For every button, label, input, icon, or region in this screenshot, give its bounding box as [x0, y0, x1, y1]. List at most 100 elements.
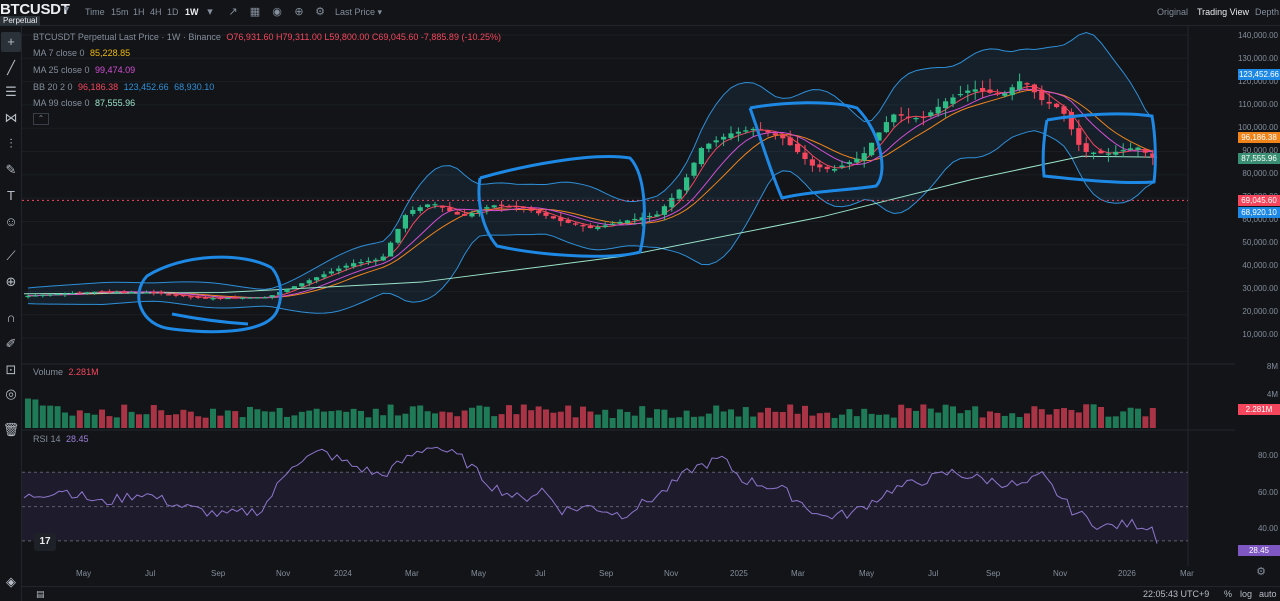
ma7-label: MA 7 close 0 [33, 48, 85, 58]
candle-body [180, 294, 186, 297]
volume-bar [1046, 414, 1053, 428]
collapse-legend-button[interactable]: ⌃ [33, 113, 49, 125]
lock-drawing-icon[interactable]: ✐ [5, 336, 17, 351]
last-price-tag: 69,045.60 [1238, 195, 1280, 206]
brush-icon[interactable]: ✎ [5, 162, 17, 177]
trash-icon[interactable]: 🗑 [2, 422, 20, 437]
candle-body [1135, 147, 1141, 150]
candle-body [1046, 101, 1052, 104]
legend-volume[interactable]: Volume 2.281M [33, 367, 102, 377]
timeframe-1h[interactable]: 1H [133, 7, 145, 17]
volume-bar [239, 417, 246, 428]
view-depth[interactable]: Depth [1255, 7, 1280, 17]
pattern-icon[interactable]: ⋈ [4, 110, 18, 125]
tradingview-logo[interactable]: 17 [34, 533, 56, 551]
volume-bar [1135, 408, 1141, 428]
view-tradingview[interactable]: Trading View [1197, 7, 1250, 17]
candle-body [972, 89, 978, 92]
candle-body [728, 133, 734, 138]
candle-body [291, 286, 297, 289]
candle-body [269, 295, 275, 298]
emoji-icon[interactable]: ☺ [4, 214, 18, 229]
volume-bar [602, 409, 609, 428]
chevron-down-icon[interactable]: ▾ [207, 6, 213, 18]
price-type-select[interactable]: Last Price ▾ [335, 7, 383, 17]
trendline-icon[interactable]: ╱ [7, 60, 15, 75]
candle-body [358, 262, 364, 264]
volume-bar [1024, 413, 1030, 428]
volume-bar [831, 417, 838, 428]
candle-body [861, 153, 867, 161]
candle-body [1031, 84, 1037, 93]
chart-area[interactable] [22, 26, 1235, 569]
candle-body [832, 168, 838, 171]
calendar-icon[interactable]: ▤ [36, 589, 45, 599]
rsi-value: 28.45 [66, 434, 89, 444]
symbol-title[interactable]: BTCUSDT [0, 1, 70, 18]
candle-body [869, 142, 875, 156]
settings-icon[interactable]: ⚙ [315, 6, 325, 18]
ruler-icon[interactable]: ⟋ [6, 248, 16, 263]
legend-rsi[interactable]: RSI 14 28.45 [33, 434, 92, 444]
chevron-down-icon[interactable]: ▼ [62, 4, 71, 14]
legend-ma25[interactable]: MA 25 close 0 99,474.09 [33, 65, 138, 75]
volume-bar [550, 412, 557, 428]
bb-lower-line [27, 130, 1154, 314]
horizontal-lines-icon[interactable]: ☰ [5, 84, 17, 99]
candle-body [1113, 151, 1119, 155]
text-icon[interactable]: T [7, 188, 15, 203]
magnet-icon[interactable]: ∩ [6, 310, 16, 325]
candle-body [610, 223, 616, 225]
candle-body [129, 292, 135, 294]
volume-bar [750, 416, 757, 428]
timeframe-time[interactable]: Time [85, 7, 105, 17]
candle-body [713, 140, 719, 143]
candle-body [521, 206, 527, 209]
view-original[interactable]: Original [1157, 7, 1189, 17]
candle-body [188, 296, 194, 298]
timeframe-1d[interactable]: 1D [167, 7, 179, 17]
volume-bar [69, 415, 76, 428]
log-toggle[interactable]: log [1240, 589, 1253, 599]
auto-toggle[interactable]: auto [1259, 589, 1277, 599]
volume-bar [861, 408, 868, 428]
candle-body [765, 130, 771, 133]
legend-ma7[interactable]: MA 7 close 0 85,228.85 [33, 48, 133, 58]
layout-icon[interactable]: ▦ [249, 6, 261, 18]
add-icon[interactable]: ⊕ [294, 6, 304, 18]
candle-body [632, 218, 638, 221]
zoom-icon[interactable]: ⊕ [5, 274, 17, 289]
candle-body [795, 143, 801, 153]
time-axis-label: 2026 [1118, 569, 1136, 578]
crosshair-icon[interactable]: + [1, 32, 21, 52]
camera-icon[interactable]: ◉ [272, 6, 282, 18]
candle-body [328, 271, 334, 274]
fib-icon[interactable]: ⫶ [9, 136, 13, 151]
volume-axis-label: 8M [1266, 362, 1278, 371]
volume-bar [705, 413, 712, 428]
timeframe-1w[interactable]: 1W [185, 7, 199, 17]
volume-bar [868, 413, 875, 428]
indicators-icon[interactable]: ↗ [228, 6, 238, 18]
timeframe-4h[interactable]: 4H [150, 7, 162, 17]
volume-bar [232, 411, 239, 428]
volume-bar [1038, 409, 1045, 428]
lock-icon[interactable]: ⊡ [5, 362, 17, 377]
bb-basis-tag: 96,186.38 [1238, 132, 1280, 143]
timeframe-15m[interactable]: 15m [111, 7, 129, 17]
time-axis-label: Sep [986, 569, 1001, 578]
legend-bb[interactable]: BB 20 2 0 96,186.38 123,452.66 68,930.10 [33, 82, 217, 92]
candle-body [151, 292, 157, 294]
volume-bar [883, 414, 890, 428]
volume-bar [506, 405, 512, 428]
settings-icon[interactable]: ⚙ [1256, 566, 1266, 578]
annotation-box [748, 101, 884, 200]
legend-ma99[interactable]: MA 99 close 0 87,555.96 [33, 98, 138, 108]
volume-bar [358, 410, 364, 428]
candle-body [114, 291, 120, 293]
volume-bar [779, 411, 786, 428]
eye-icon[interactable]: ◎ [5, 386, 17, 401]
percent-toggle[interactable]: % [1224, 589, 1233, 599]
candle-body [913, 117, 919, 120]
layers-icon[interactable]: ◈ [6, 574, 16, 589]
